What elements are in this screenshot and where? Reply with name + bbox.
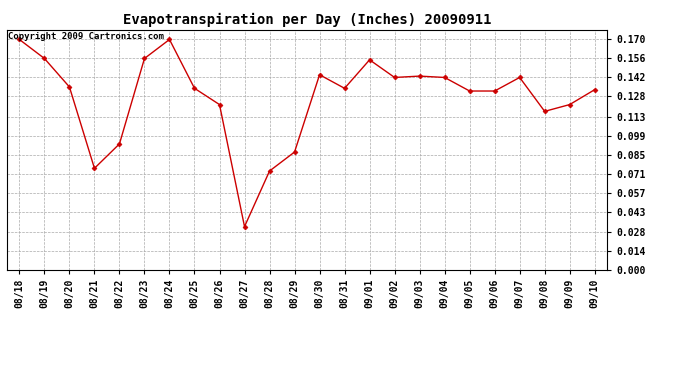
Title: Evapotranspiration per Day (Inches) 20090911: Evapotranspiration per Day (Inches) 2009… [123,13,491,27]
Text: Copyright 2009 Cartronics.com: Copyright 2009 Cartronics.com [8,32,164,41]
